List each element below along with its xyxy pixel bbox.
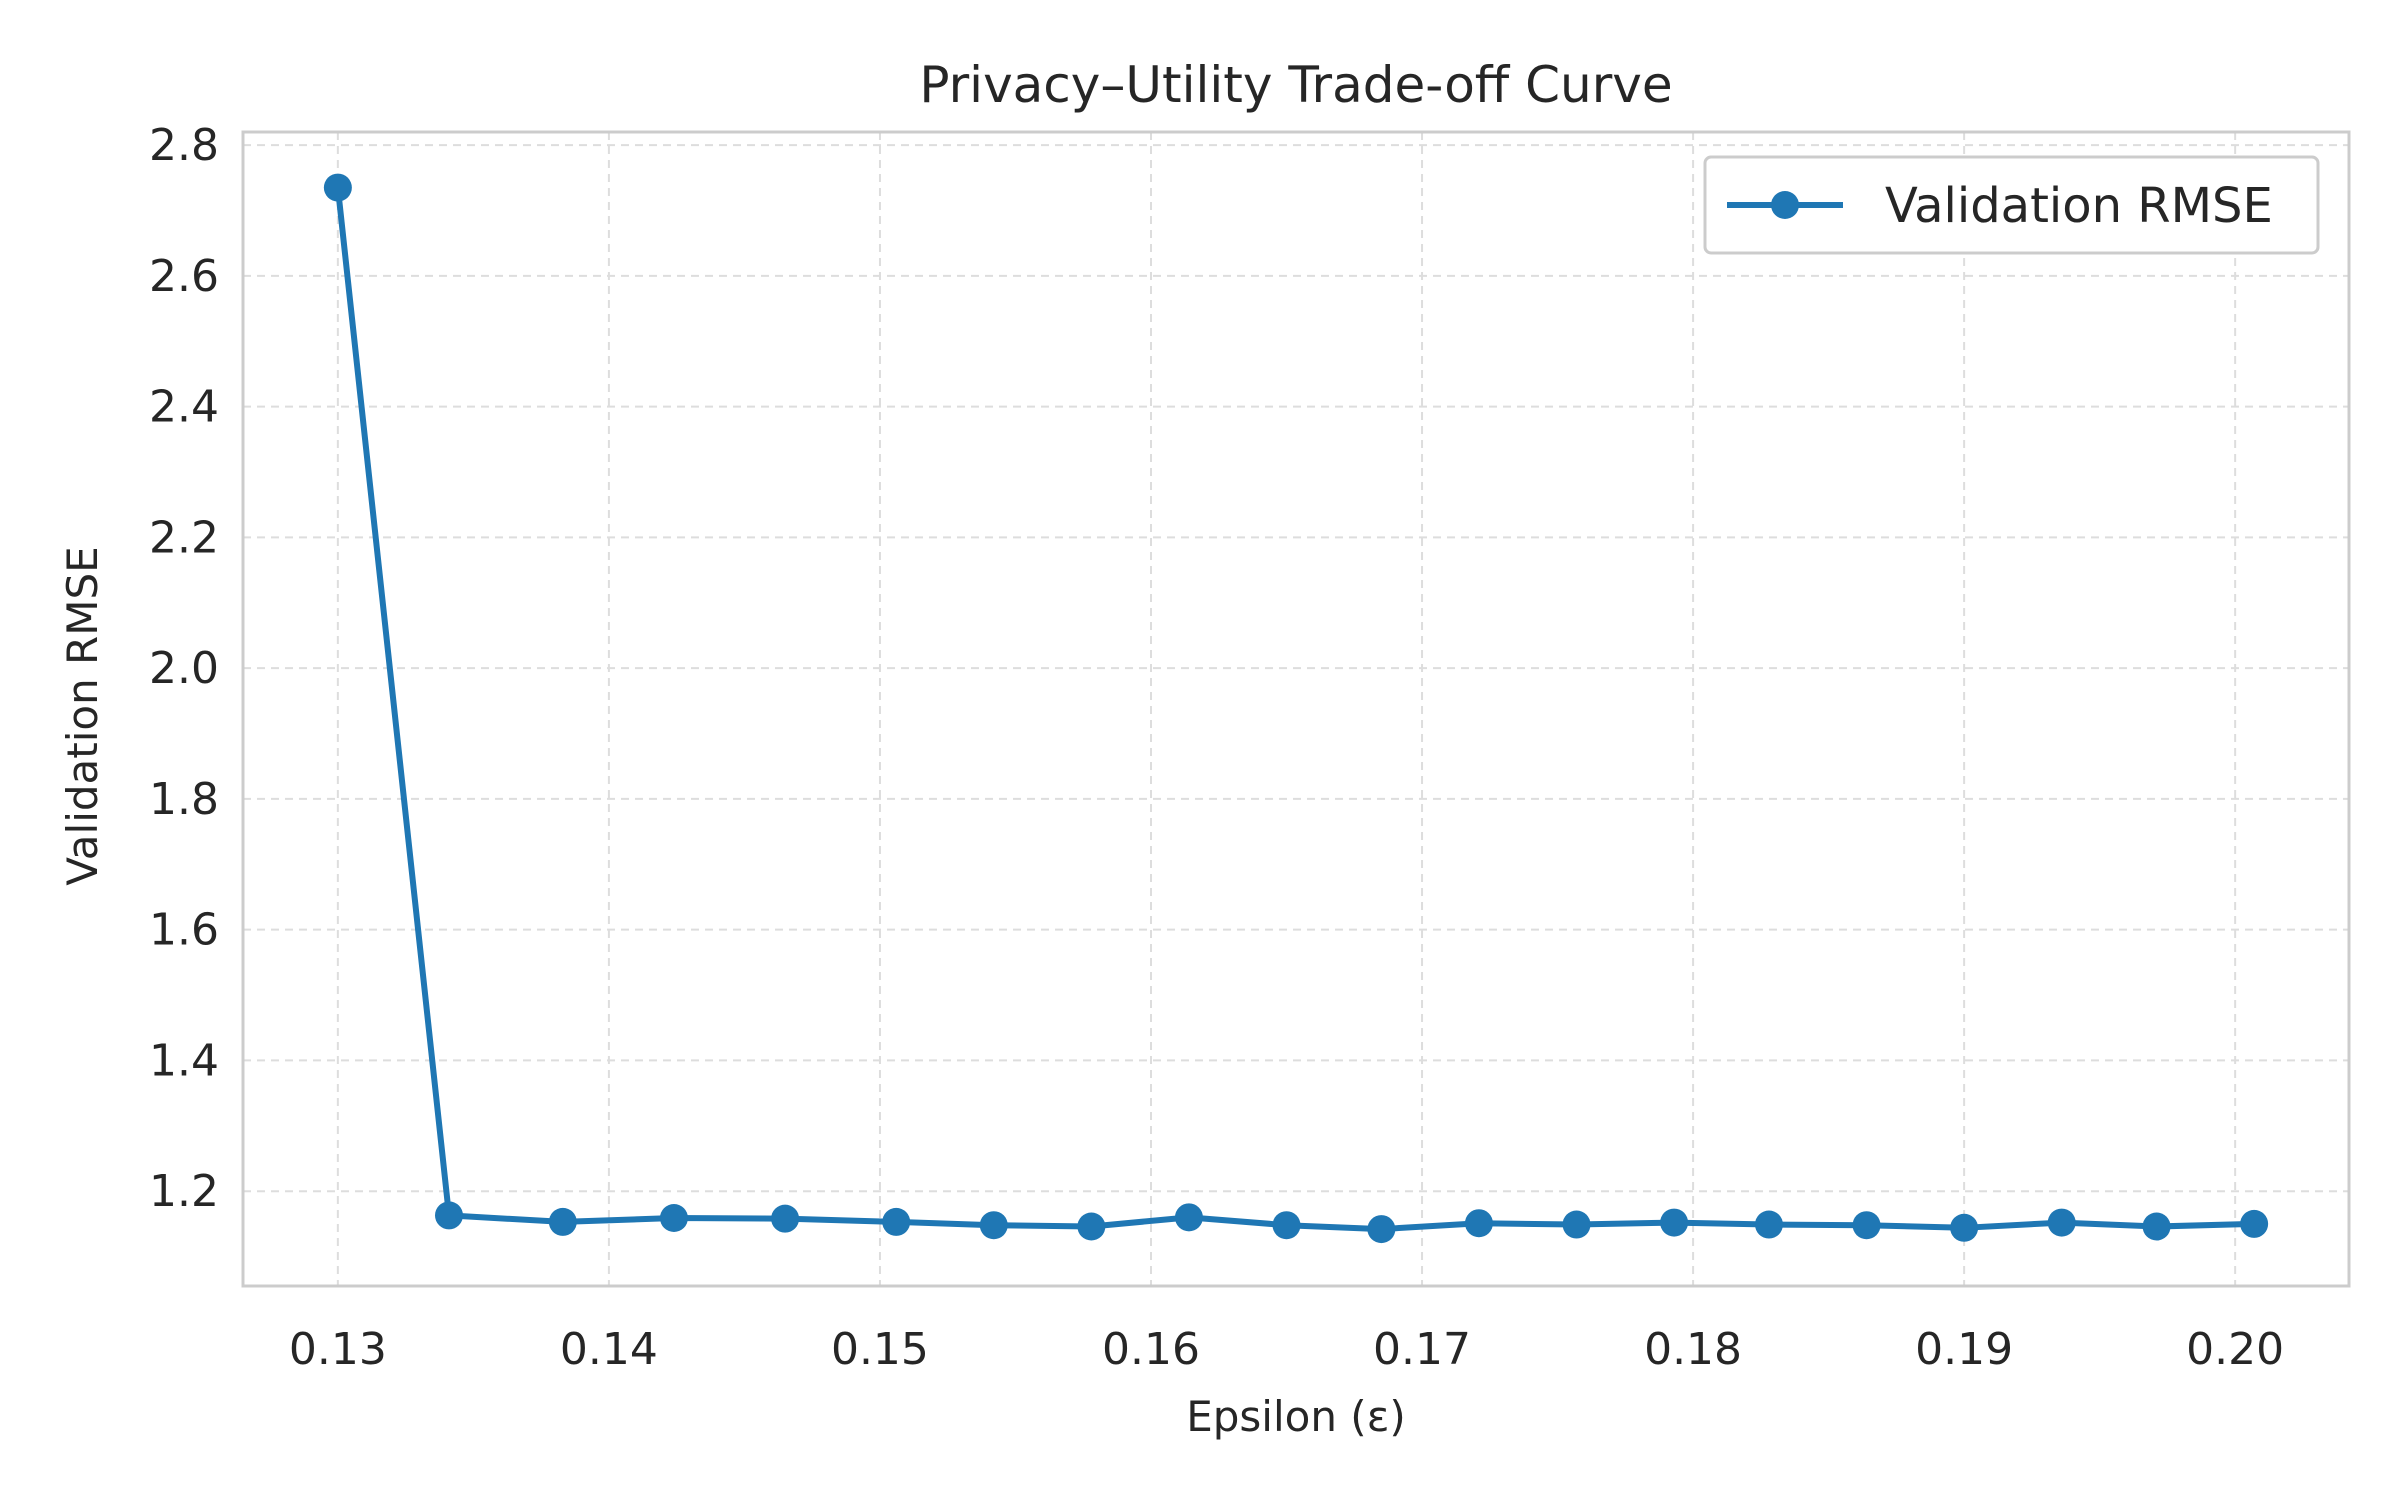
y-tick-label: 1.6: [149, 905, 219, 956]
data-point: [659, 1204, 688, 1233]
chart-title: Privacy–Utility Trade-off Curve: [919, 56, 1672, 114]
data-point: [1272, 1211, 1301, 1240]
x-tick-label: 0.17: [1373, 1324, 1471, 1375]
series-layer: [323, 173, 2269, 1244]
data-point: [434, 1201, 463, 1230]
series-line: [334, 184, 2258, 1233]
data-point: [2047, 1208, 2076, 1237]
data-point: [1077, 1212, 1106, 1241]
y-tick-label: 1.4: [149, 1035, 219, 1086]
y-tick-label: 2.8: [149, 120, 219, 171]
grid-lines: [243, 132, 2349, 1286]
data-point: [2142, 1212, 2171, 1241]
x-axis-title: Epsilon (ε): [1186, 1392, 1406, 1441]
data-point: [979, 1211, 1008, 1240]
y-tick-label: 2.2: [149, 512, 219, 563]
data-point: [323, 173, 352, 202]
x-tick-label: 0.18: [1644, 1324, 1742, 1375]
plot-frame: [241, 130, 2351, 1288]
data-point: [1852, 1211, 1881, 1240]
data-point: [1174, 1203, 1203, 1232]
legend-marker-swatch: [1771, 191, 1799, 219]
y-tick-label: 1.2: [149, 1166, 219, 1217]
x-tick-label: 0.13: [289, 1324, 387, 1375]
x-tick-label: 0.19: [1915, 1324, 2013, 1375]
data-point: [1464, 1209, 1493, 1238]
data-point: [1367, 1215, 1396, 1244]
data-point: [1562, 1210, 1591, 1239]
data-point: [1754, 1210, 1783, 1239]
data-point: [1660, 1208, 1689, 1237]
y-axis-title: Validation RMSE: [58, 546, 107, 885]
y-tick-label: 1.8: [149, 774, 219, 825]
y-tick-label: 2.4: [149, 382, 219, 433]
data-point: [882, 1207, 911, 1236]
data-point: [771, 1204, 800, 1233]
data-point: [548, 1207, 577, 1236]
x-tick-label: 0.14: [560, 1324, 658, 1375]
data-point: [1950, 1213, 1979, 1242]
axes: 0.13 0.14 0.15 0.16 0.17 0.18 0.19 0.20 1.2 1.4 1.…: [149, 120, 2351, 1375]
x-tick-label: 0.15: [831, 1324, 929, 1375]
legend-label: Validation RMSE: [1885, 178, 2273, 234]
legend: Validation RMSE: [1703, 155, 2320, 255]
y-tick-label: 2.0: [149, 643, 219, 694]
x-tick-label: 0.16: [1102, 1324, 1200, 1375]
y-tick-label: 2.6: [149, 251, 219, 302]
data-point: [2240, 1209, 2269, 1238]
legend-box: [1703, 155, 2320, 255]
x-tick-label: 0.20: [2186, 1324, 2284, 1375]
